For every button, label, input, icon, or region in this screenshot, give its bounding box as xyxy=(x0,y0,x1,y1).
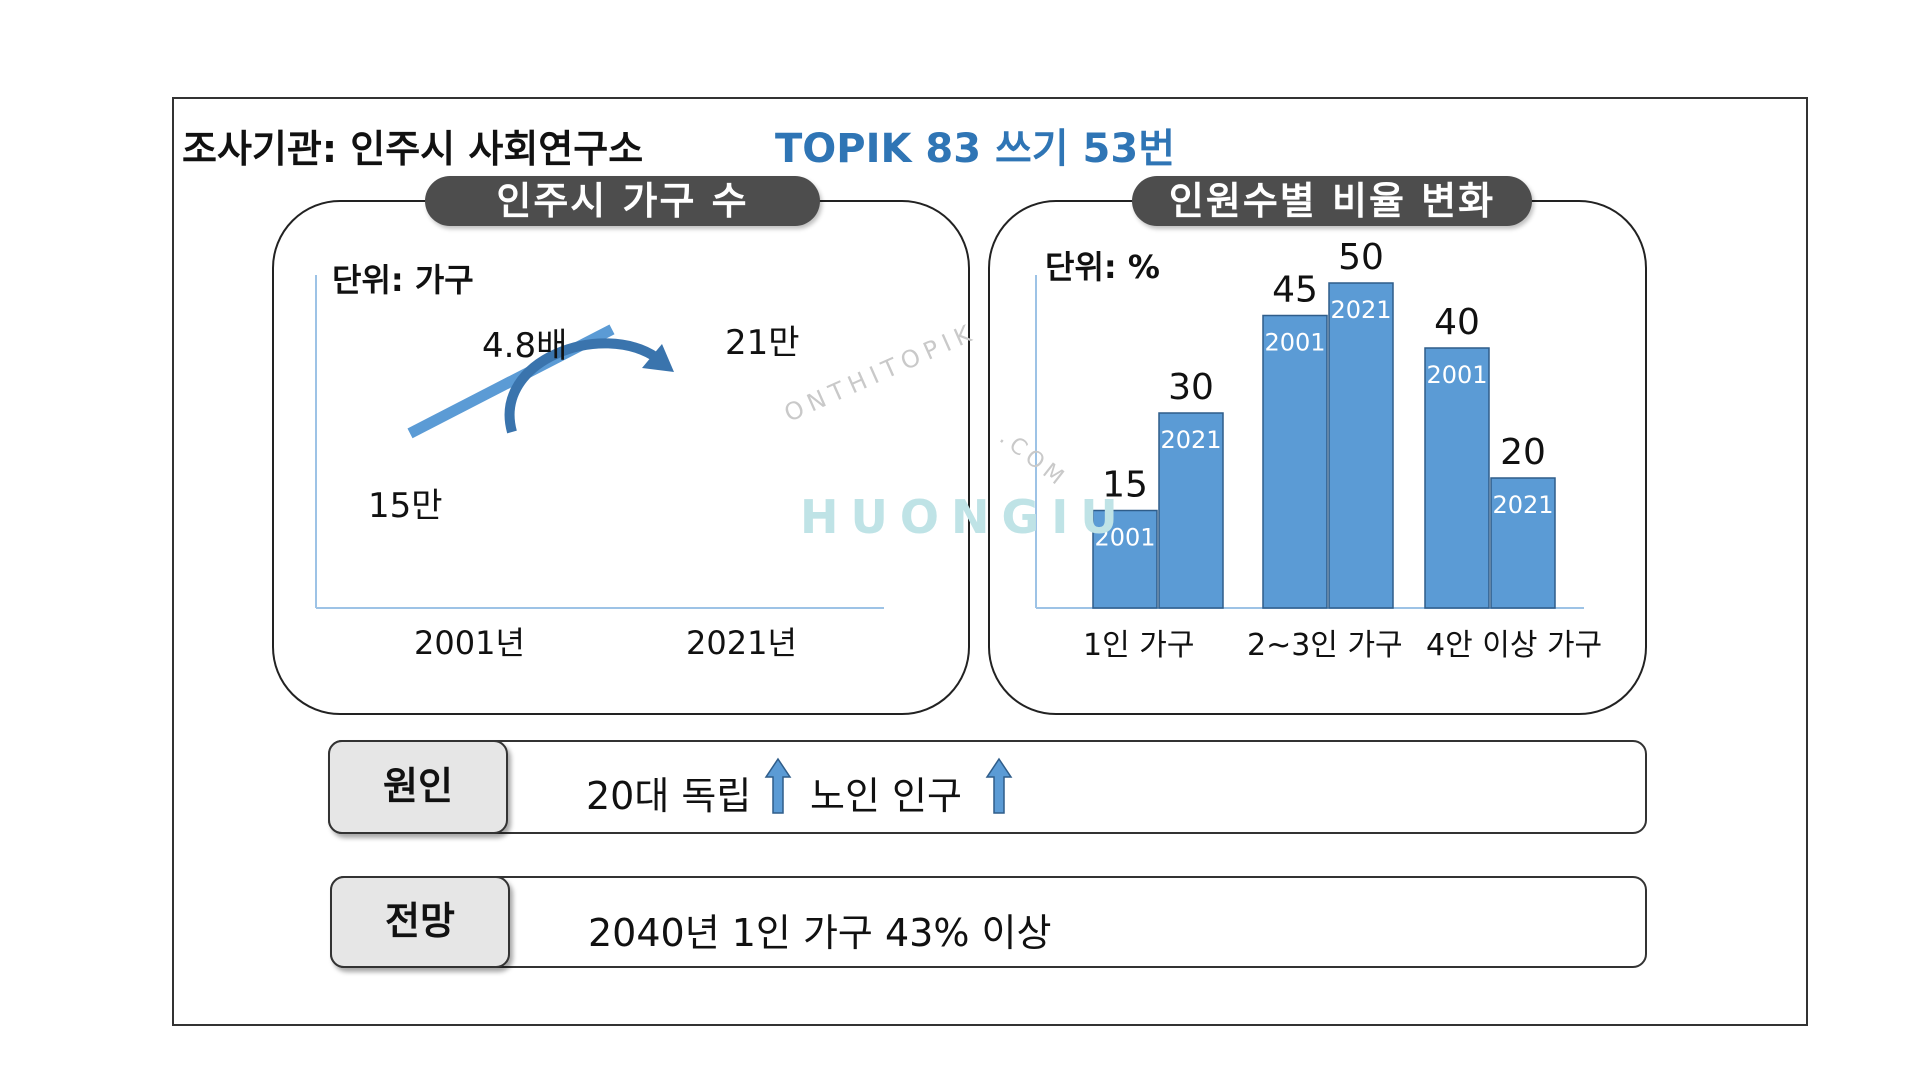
content-frame xyxy=(172,97,1808,1026)
growth-arc-arrow xyxy=(504,338,660,434)
line-start-label: 15만 xyxy=(368,486,443,526)
category-label-3: 4안 이상 가구 xyxy=(1426,628,1603,663)
household-count-title: 인주시 가구 수 xyxy=(425,176,820,226)
bar-value-label: 40 xyxy=(1434,302,1480,343)
outlook-tag: 전망 xyxy=(330,876,510,968)
bar-2-2001 xyxy=(1262,314,1328,609)
household-count-panel xyxy=(272,200,970,715)
category-label-1: 1인 가구 xyxy=(1083,628,1195,663)
bar-value-label: 45 xyxy=(1272,270,1318,311)
outlook-text: 2040년 1인 가구 43% 이상 xyxy=(588,911,1052,955)
bar-1-2001 xyxy=(1092,509,1158,609)
bar-year-label: 2021 xyxy=(1492,491,1553,519)
ratio-unit-label: 단위: % xyxy=(1045,248,1160,286)
bar-1-2021 xyxy=(1158,412,1224,609)
cause-text-1: 20대 독립 xyxy=(586,774,752,818)
growth-annotation: 4.8배 xyxy=(482,326,568,366)
topik-title: TOPIK 83 쓰기 53번 xyxy=(775,126,1175,172)
x-label-2001: 2001년 xyxy=(414,624,525,662)
bar-value-label: 30 xyxy=(1168,367,1214,408)
cause-row xyxy=(328,740,1647,834)
bar-2-2021 xyxy=(1328,282,1394,609)
growth-arrow-head xyxy=(642,344,674,372)
up-arrow-icon xyxy=(985,757,1013,814)
ratio-bar-chart: 2001 15 2021 30 2001 45 2021 50 2001 40 2021 20 xyxy=(1035,237,1584,609)
bar-value-label: 20 xyxy=(1500,432,1546,473)
household-unit-label: 단위: 가구 xyxy=(332,261,474,299)
outlook-row xyxy=(330,876,1647,968)
bar-3-2001 xyxy=(1424,347,1490,609)
bar-year-label: 2021 xyxy=(1330,296,1391,324)
bar-year-label: 2001 xyxy=(1094,524,1155,552)
organization-label: 조사기관: 인주시 사회연구소 xyxy=(182,127,644,171)
bar-year-label: 2001 xyxy=(1264,329,1325,357)
watermark-brand: HUONGIU xyxy=(800,490,1130,544)
bar-value-label: 50 xyxy=(1338,237,1384,278)
cause-tag: 원인 xyxy=(328,740,508,834)
cause-text-2: 노인 인구 xyxy=(810,774,962,818)
line-end-label: 21만 xyxy=(725,323,800,363)
category-label-2: 2~3인 가구 xyxy=(1247,628,1403,663)
up-arrow-icon xyxy=(764,757,792,814)
ratio-change-title: 인원수별 비율 변화 xyxy=(1132,176,1532,226)
x-label-2021: 2021년 xyxy=(686,624,797,662)
bar-value-label: 15 xyxy=(1102,465,1148,506)
household-line-chart xyxy=(315,275,884,609)
bar-3-2021 xyxy=(1490,477,1556,609)
bar-year-label: 2001 xyxy=(1426,361,1487,389)
bar-year-label: 2021 xyxy=(1160,426,1221,454)
